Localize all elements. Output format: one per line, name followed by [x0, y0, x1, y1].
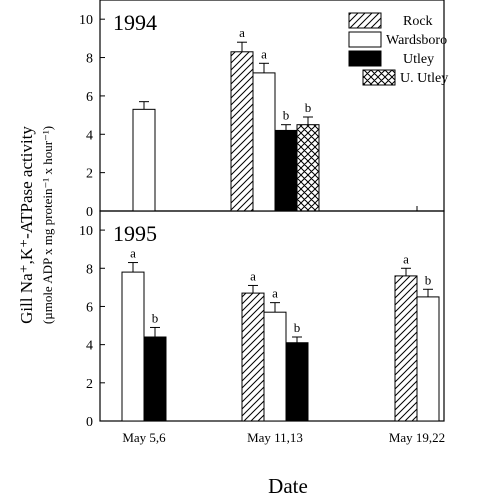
legend-item: Wardsboro — [348, 31, 447, 48]
bar-group: a — [252, 46, 276, 212]
bar-group: b — [285, 320, 309, 422]
bar-group: b — [416, 272, 440, 422]
bar-rock — [230, 51, 254, 212]
bar-group: a — [121, 246, 145, 422]
bar-group: b — [143, 310, 167, 422]
bar-u-utley — [296, 124, 320, 212]
x-category-label: May 5,6 — [122, 430, 166, 445]
y-tick-label: 8 — [86, 52, 93, 67]
bar-group: a — [241, 268, 265, 422]
bar-wardsboro — [132, 108, 156, 212]
bar-wardsboro — [416, 296, 440, 422]
legend-swatch — [348, 50, 382, 67]
bar-group — [132, 101, 156, 212]
bar-wardsboro — [252, 72, 276, 212]
significance-label: b — [283, 108, 290, 123]
legend-item: Rock — [348, 12, 433, 29]
legend-label: Utley — [403, 52, 434, 67]
y-tick-label: 10 — [79, 224, 93, 239]
bar-rock — [394, 275, 418, 422]
legend-item: Utley — [348, 50, 434, 67]
y-tick-label: 0 — [86, 415, 93, 430]
bar-utley — [143, 336, 167, 422]
y-axis-title-line2: (µmole ADP x mg protein⁻¹ x hour⁻¹) — [40, 126, 55, 324]
legend-swatch — [348, 12, 382, 29]
bar-rock — [241, 292, 265, 422]
y-tick-label: 4 — [86, 128, 93, 143]
x-category-labels: May 5,6 May 11,13 May 19,22 — [122, 430, 445, 445]
bar-wardsboro — [121, 271, 145, 422]
chart-legend: Rock Wardsboro Utley U. Utley — [348, 12, 448, 86]
significance-label: a — [272, 286, 278, 301]
y-tick-label: 2 — [86, 377, 93, 392]
significance-label: a — [403, 251, 409, 266]
legend-label: Rock — [403, 14, 433, 29]
y-tick-label: 6 — [86, 300, 93, 315]
bar-utley — [285, 342, 309, 422]
bar-wardsboro — [263, 311, 287, 422]
y-tick-label: 10 — [79, 13, 93, 28]
bar-group: b — [274, 108, 298, 212]
y-tick-label: 8 — [86, 262, 93, 277]
significance-label: a — [261, 46, 267, 61]
significance-label: b — [305, 100, 312, 115]
legend-label: Wardsboro — [386, 33, 447, 48]
bar-utley — [274, 129, 298, 212]
significance-label: a — [130, 246, 136, 261]
legend-label: U. Utley — [400, 71, 448, 86]
y-tick-label: 0 — [86, 205, 93, 220]
x-category-label: May 11,13 — [247, 430, 303, 445]
y-tick-label: 2 — [86, 167, 93, 182]
bar-group: a — [230, 25, 254, 212]
panel-year-label: 1995 — [113, 221, 157, 246]
legend-swatch — [362, 69, 396, 86]
y-axis-title: Gill Na⁺,K⁺-ATPase activity (µmole ADP x… — [17, 126, 55, 325]
bar-group: a — [263, 286, 287, 422]
significance-label: a — [239, 25, 245, 40]
y-tick-label: 4 — [86, 339, 93, 354]
bar-group: a — [394, 251, 418, 422]
legend-swatch — [348, 31, 382, 48]
x-axis-title: Date — [268, 474, 308, 498]
x-category-label: May 19,22 — [389, 430, 445, 445]
significance-label: a — [250, 268, 256, 283]
legend-item: U. Utley — [362, 69, 448, 86]
significance-label: b — [152, 310, 159, 325]
bar-group: b — [296, 100, 320, 212]
panel-year-label: 1994 — [113, 10, 157, 35]
significance-label: b — [294, 320, 301, 335]
y-tick-label: 6 — [86, 90, 93, 105]
y-axis-title-line1: Gill Na⁺,K⁺-ATPase activity — [17, 126, 36, 324]
panel-1994: 0 2 4 6 8 10 1994 a a bb — [79, 0, 445, 220]
significance-label: b — [425, 272, 432, 287]
